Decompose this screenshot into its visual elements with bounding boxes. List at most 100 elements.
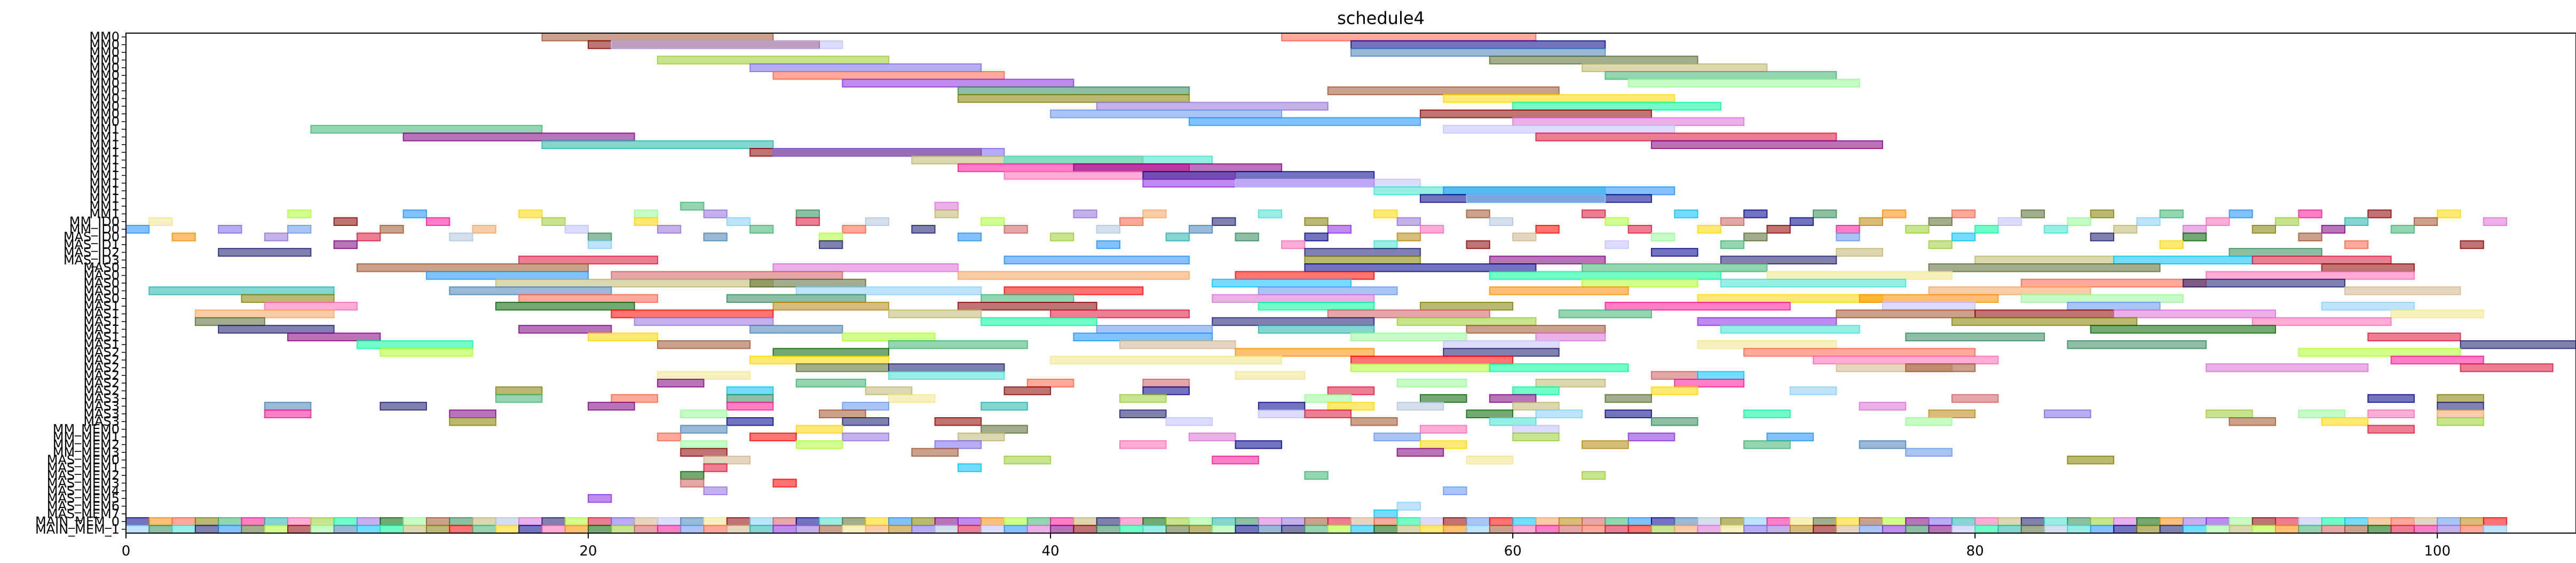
task-bar bbox=[404, 210, 426, 217]
task-bar bbox=[658, 379, 704, 387]
task-bar bbox=[449, 410, 496, 418]
task-bar bbox=[1305, 410, 1351, 418]
task-bar bbox=[1582, 64, 1767, 72]
task-bar bbox=[1235, 518, 1258, 525]
task-bar bbox=[2368, 333, 2460, 341]
task-bar bbox=[1305, 518, 1327, 525]
task-bar bbox=[1582, 472, 1605, 479]
task-bar bbox=[2160, 526, 2183, 533]
task-bar bbox=[1004, 156, 1212, 163]
task-bar bbox=[1097, 526, 1120, 533]
task-bar bbox=[635, 526, 658, 533]
task-bar bbox=[2183, 279, 2345, 287]
task-bar bbox=[1097, 241, 1120, 248]
task-bar bbox=[1513, 433, 1559, 441]
task-bar bbox=[265, 518, 288, 525]
task-bar bbox=[2206, 218, 2229, 225]
task-bar bbox=[1559, 310, 1652, 317]
task-bar bbox=[773, 302, 889, 310]
task-bar bbox=[1860, 441, 1906, 448]
task-bar bbox=[2021, 518, 2044, 525]
task-bar bbox=[796, 218, 819, 225]
task-bar bbox=[796, 379, 866, 387]
task-bar bbox=[2137, 518, 2160, 525]
task-bar bbox=[958, 302, 1097, 310]
task-bar bbox=[1860, 518, 1883, 525]
task-bar bbox=[1490, 256, 1606, 264]
x-tick-label: 40 bbox=[1042, 543, 1060, 559]
task-bar bbox=[750, 64, 981, 72]
task-bar bbox=[681, 425, 727, 433]
bars-group bbox=[126, 33, 2576, 533]
task-bar bbox=[1305, 472, 1327, 479]
task-bar bbox=[2460, 364, 2553, 371]
task-bar bbox=[1467, 210, 1490, 217]
task-bar bbox=[796, 526, 819, 533]
task-bar bbox=[819, 233, 842, 240]
task-bar bbox=[542, 33, 773, 41]
task-bar bbox=[750, 356, 889, 364]
task-bar bbox=[2044, 518, 2067, 525]
task-bar bbox=[2345, 518, 2368, 525]
task-bar bbox=[311, 526, 334, 533]
task-bar bbox=[1143, 518, 1166, 525]
task-bar bbox=[1536, 379, 1605, 387]
task-bar bbox=[2484, 218, 2507, 225]
task-bar bbox=[958, 95, 1189, 102]
task-bar bbox=[2391, 518, 2414, 525]
task-bar bbox=[1513, 233, 1536, 240]
task-bar bbox=[2091, 210, 2114, 217]
task-bar bbox=[565, 518, 588, 525]
task-bar bbox=[1767, 526, 1790, 533]
task-bar bbox=[1212, 318, 1374, 325]
task-bar bbox=[727, 295, 866, 302]
task-bar bbox=[1467, 456, 1513, 464]
task-bar bbox=[1744, 348, 1975, 356]
task-bar bbox=[1652, 526, 1674, 533]
task-bar bbox=[380, 348, 472, 356]
x-tick-label: 60 bbox=[1504, 543, 1522, 559]
task-bar bbox=[2044, 225, 2067, 233]
task-bar bbox=[1189, 526, 1212, 533]
task-bar bbox=[2368, 210, 2391, 217]
task-bar bbox=[750, 325, 842, 333]
task-bar bbox=[1744, 210, 1767, 217]
task-bar bbox=[842, 418, 889, 425]
task-bar bbox=[1906, 364, 1975, 371]
task-bar bbox=[2437, 395, 2484, 402]
task-bar bbox=[265, 410, 311, 418]
task-bar bbox=[1929, 287, 2091, 294]
task-bar bbox=[1652, 387, 1698, 394]
task-bar bbox=[912, 518, 935, 525]
task-bar bbox=[2298, 210, 2321, 217]
task-bar bbox=[635, 318, 773, 325]
task-bar bbox=[2437, 526, 2460, 533]
task-bar bbox=[588, 241, 611, 248]
task-bar bbox=[1605, 302, 1790, 310]
task-bar bbox=[819, 518, 842, 525]
task-bar bbox=[2437, 402, 2484, 410]
task-bar bbox=[449, 526, 472, 533]
task-bar bbox=[404, 518, 426, 525]
task-bar bbox=[1836, 233, 1859, 240]
task-bar bbox=[1097, 103, 1328, 110]
task-bar bbox=[473, 526, 496, 533]
task-bar bbox=[1998, 518, 2021, 525]
task-bar bbox=[958, 233, 981, 240]
task-bar bbox=[1328, 310, 1490, 317]
task-bar bbox=[2368, 410, 2414, 418]
task-bar bbox=[519, 256, 658, 264]
task-bar bbox=[2298, 410, 2345, 418]
task-bar bbox=[750, 279, 866, 287]
task-bar bbox=[1328, 225, 1351, 233]
task-bar bbox=[935, 418, 982, 425]
task-bar bbox=[2391, 526, 2414, 533]
task-bar bbox=[1467, 325, 1606, 333]
task-bar bbox=[1952, 395, 1998, 402]
task-bar bbox=[1836, 310, 1975, 317]
task-bar bbox=[2322, 526, 2345, 533]
task-bar bbox=[1420, 395, 1467, 402]
task-bar bbox=[588, 233, 611, 240]
task-bar bbox=[2322, 302, 2414, 310]
task-bar bbox=[334, 526, 357, 533]
